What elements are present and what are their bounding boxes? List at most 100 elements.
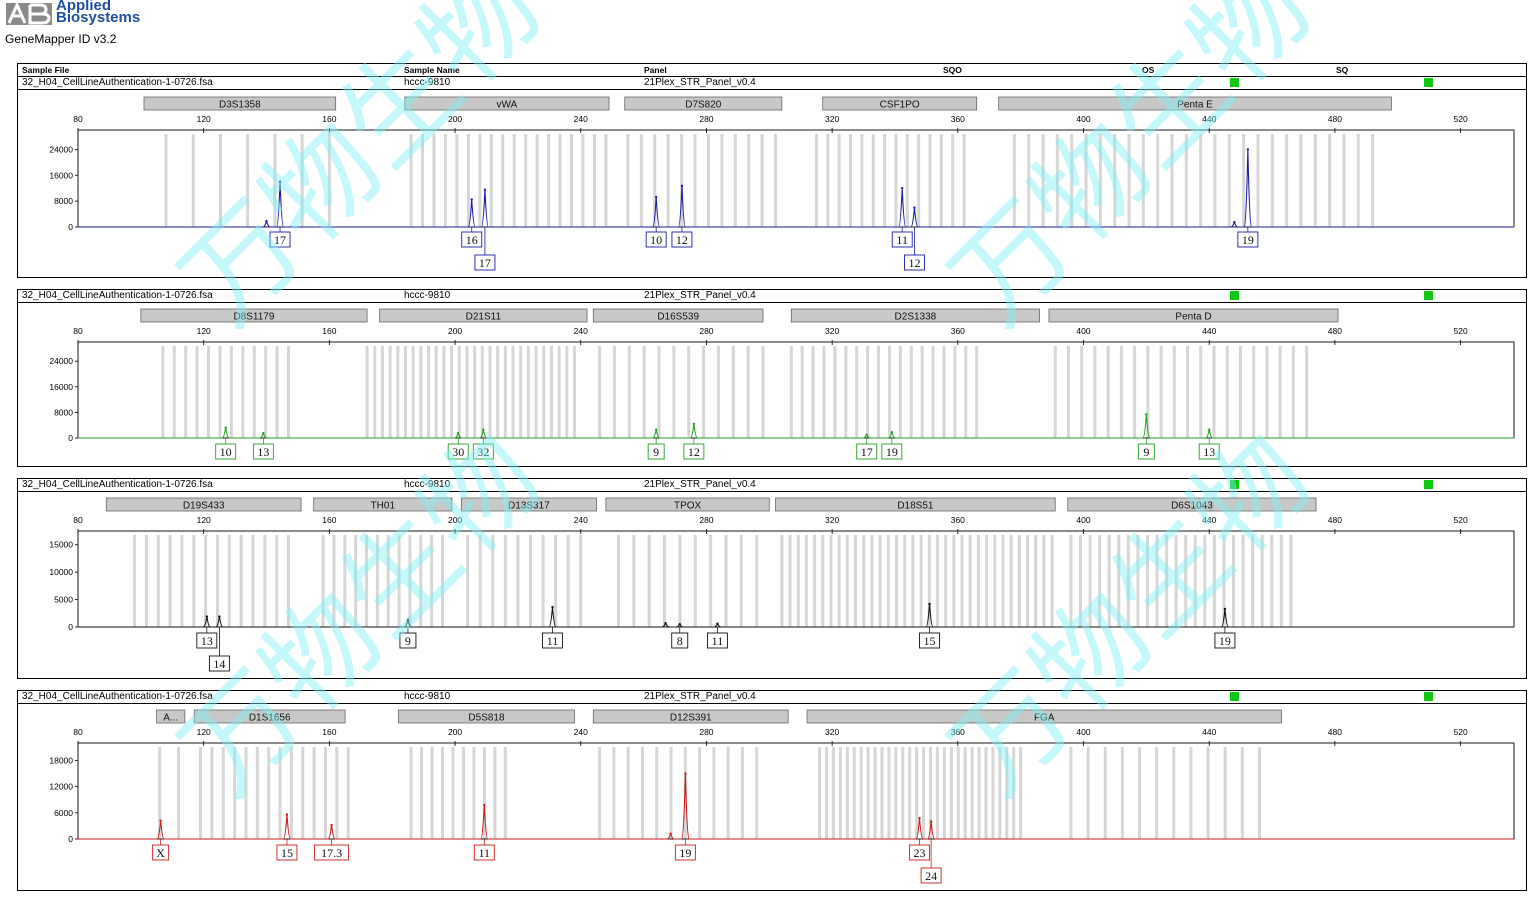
x-tick-label: 240 bbox=[574, 727, 588, 737]
allele-bin bbox=[829, 535, 833, 627]
allele-bin bbox=[712, 747, 716, 839]
allele-bin bbox=[818, 747, 822, 839]
allele-bin bbox=[922, 747, 926, 839]
allele-text: 9 bbox=[653, 445, 659, 459]
marker-d19s433: D19S433 bbox=[105, 497, 302, 512]
allele-bin bbox=[480, 346, 484, 438]
allele-bin bbox=[1265, 346, 1269, 438]
allele-bin bbox=[1241, 535, 1245, 627]
allele-label: 19 bbox=[1237, 227, 1259, 248]
allele-bin bbox=[709, 535, 713, 627]
peak-point bbox=[669, 832, 672, 835]
x-tick-label: 480 bbox=[1328, 727, 1342, 737]
y-tick-label: 5000 bbox=[54, 595, 73, 605]
marker-label: D1S1656 bbox=[249, 713, 291, 724]
allele-bin bbox=[1113, 134, 1117, 227]
allele-bin bbox=[849, 134, 853, 227]
allele-bin bbox=[488, 346, 492, 438]
allele-bin bbox=[207, 346, 211, 438]
allele-bin bbox=[845, 747, 849, 839]
allele-bin bbox=[993, 535, 997, 627]
allele-label: 13 bbox=[252, 438, 274, 460]
marker-box bbox=[592, 709, 789, 724]
allele-bin bbox=[939, 134, 943, 227]
allele-bin bbox=[275, 346, 279, 438]
allele-box bbox=[152, 844, 170, 861]
x-tick-label: 280 bbox=[699, 326, 713, 336]
allele-label: 12 bbox=[904, 227, 925, 271]
allele-bin bbox=[1050, 535, 1054, 627]
peak-point bbox=[159, 819, 162, 822]
allele-bin bbox=[998, 747, 1002, 839]
allele-bin bbox=[1174, 535, 1178, 627]
allele-bin bbox=[956, 747, 960, 839]
os-status-indicator bbox=[1230, 692, 1239, 701]
marker-d2s1338: D2S1338 bbox=[790, 308, 1040, 323]
allele-bin bbox=[852, 747, 856, 839]
sample-file-value: 32_H04_CellLineAuthentication-1-0726.fsa bbox=[22, 479, 213, 490]
allele-bin bbox=[612, 346, 616, 438]
x-tick-label: 200 bbox=[448, 326, 462, 336]
header-sqo: SQO bbox=[943, 65, 962, 75]
allele-bin bbox=[878, 535, 882, 627]
allele-bin bbox=[164, 134, 168, 227]
allele-bin bbox=[626, 747, 630, 839]
sq-status-indicator bbox=[1424, 692, 1433, 701]
allele-bin bbox=[403, 346, 407, 438]
allele-label: 13 bbox=[196, 627, 218, 649]
allele-text: 17.3 bbox=[321, 846, 342, 860]
allele-bin bbox=[669, 747, 673, 839]
allele-bin bbox=[373, 346, 377, 438]
marker-d6s1043: D6S1043 bbox=[1067, 497, 1317, 512]
allele-bin bbox=[935, 747, 939, 839]
allele-text: 24 bbox=[925, 869, 937, 883]
allele-bin bbox=[949, 747, 953, 839]
allele-bin bbox=[915, 747, 919, 839]
allele-bin bbox=[894, 747, 898, 839]
peak-point bbox=[901, 187, 904, 190]
allele-bin bbox=[1256, 134, 1260, 227]
allele-bin bbox=[1080, 346, 1084, 438]
allele-bin bbox=[678, 535, 682, 627]
y-tick-label: 0 bbox=[68, 622, 73, 632]
allele-bin bbox=[440, 747, 444, 839]
allele-bin bbox=[321, 535, 325, 627]
allele-bin bbox=[942, 747, 946, 839]
allele-bin bbox=[1145, 535, 1149, 627]
allele-bin bbox=[251, 535, 255, 627]
allele-bin bbox=[427, 346, 431, 438]
allele-bin bbox=[264, 346, 268, 438]
allele-box bbox=[683, 443, 705, 460]
allele-label: 23 bbox=[909, 839, 930, 861]
marker-label: CSF1PO bbox=[880, 100, 920, 111]
allele-bin bbox=[263, 535, 267, 627]
allele-bin bbox=[616, 535, 620, 627]
allele-bin bbox=[822, 346, 826, 438]
peak-point bbox=[265, 219, 268, 223]
marker-label: A... bbox=[163, 713, 178, 724]
x-tick-label: 520 bbox=[1453, 515, 1467, 525]
allele-bin bbox=[931, 346, 935, 438]
allele-box bbox=[671, 632, 689, 649]
peak-point bbox=[929, 820, 933, 823]
allele-bin bbox=[1001, 535, 1005, 627]
y-tick-label: 15000 bbox=[49, 540, 73, 550]
allele-bin bbox=[976, 535, 980, 627]
allele-bin bbox=[465, 346, 469, 438]
allele-bin bbox=[397, 535, 401, 627]
marker-label: D5S818 bbox=[468, 713, 505, 724]
peak-point bbox=[218, 615, 221, 618]
allele-text: 23 bbox=[913, 846, 925, 860]
trace-line bbox=[78, 773, 1514, 840]
allele-bin bbox=[473, 346, 477, 438]
allele-bin bbox=[1172, 346, 1176, 438]
allele-bin bbox=[886, 535, 890, 627]
x-tick-label: 440 bbox=[1202, 114, 1216, 124]
electropherogram-panel-green: 32_H04_CellLineAuthentication-1-0726.fsa… bbox=[17, 289, 1527, 467]
y-tick-label: 6000 bbox=[54, 808, 73, 818]
allele-box bbox=[891, 231, 913, 248]
peak-point bbox=[692, 422, 696, 426]
allele-bin bbox=[726, 747, 730, 839]
allele-bin bbox=[419, 535, 423, 627]
marker-box bbox=[156, 709, 186, 724]
